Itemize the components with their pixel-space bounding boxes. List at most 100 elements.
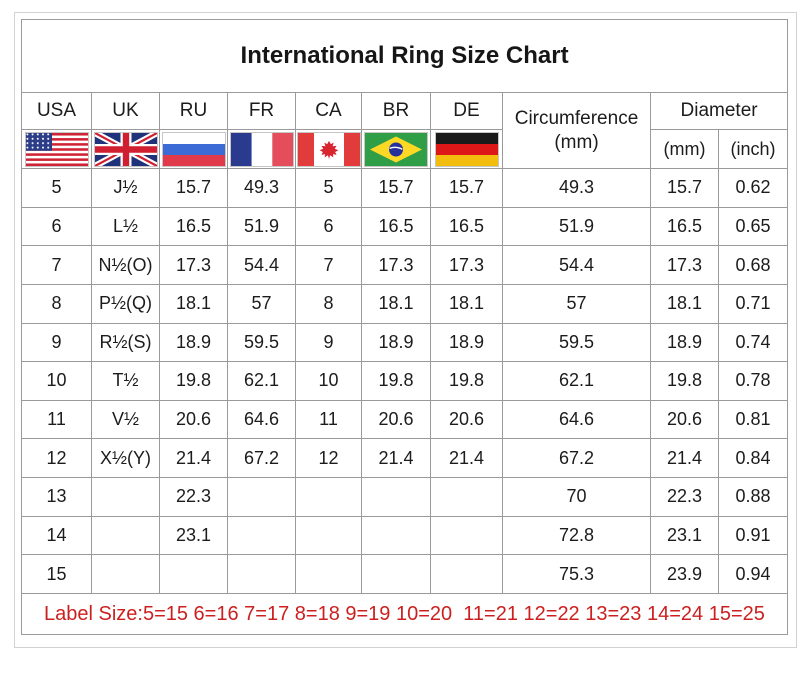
column-header-uk: UK — [91, 92, 160, 130]
cell-diameter-mm: 17.3 — [650, 245, 719, 285]
cell-uk: T½ — [91, 361, 160, 401]
table-row: 7 N½(O) 17.3 54.4 7 17.3 17.3 54.4 17.3 … — [21, 245, 789, 285]
canada-flag-cell — [295, 129, 362, 169]
cell-ru — [159, 554, 228, 594]
cell-diameter-mm: 22.3 — [650, 477, 719, 517]
germany-flag-cell — [430, 129, 503, 169]
cell-circumference: 59.5 — [502, 322, 651, 363]
usa-flag-icon — [24, 131, 89, 167]
france-flag-cell — [227, 129, 296, 169]
column-header-br: BR — [361, 92, 431, 130]
cell-fr: 62.1 — [227, 361, 296, 401]
cell-de — [430, 515, 503, 556]
cell-circumference: 62.1 — [502, 361, 651, 401]
cell-de — [430, 554, 503, 594]
cell-br: 16.5 — [361, 206, 431, 247]
cell-uk — [91, 515, 160, 556]
cell-ru: 16.5 — [159, 206, 228, 247]
table-row: 13 22.3 70 22.3 0.88 — [21, 477, 789, 517]
cell-br: 20.6 — [361, 399, 431, 440]
cell-diameter-mm: 23.1 — [650, 515, 719, 556]
cell-uk: N½(O) — [91, 245, 160, 285]
cell-usa: 9 — [21, 322, 92, 363]
label-size-row: Label Size:5=15 6=16 7=17 8=18 9=19 10=2… — [20, 593, 789, 635]
table-row: 10 T½ 19.8 62.1 10 19.8 19.8 62.1 19.8 0… — [21, 361, 789, 401]
cell-ca: 11 — [295, 399, 362, 440]
cell-ca — [295, 477, 362, 517]
uk-flag-icon — [93, 131, 158, 167]
cell-usa: 13 — [21, 477, 92, 517]
table-row: 6 L½ 16.5 51.9 6 16.5 16.5 51.9 16.5 0.6… — [21, 206, 789, 247]
cell-uk: R½(S) — [91, 322, 160, 363]
label-size-note: Label Size:5=15 6=16 7=17 8=18 9=19 10=2… — [20, 593, 789, 635]
cell-de: 16.5 — [430, 206, 503, 247]
cell-ca: 6 — [295, 206, 362, 247]
cell-fr — [227, 477, 296, 517]
cell-ru: 15.7 — [159, 168, 228, 208]
cell-de: 18.1 — [430, 283, 503, 324]
cell-ca — [295, 554, 362, 594]
cell-de: 18.9 — [430, 322, 503, 363]
cell-diameter-inch: 0.74 — [717, 322, 789, 363]
title-row: International Ring Size Chart — [20, 19, 789, 93]
cell-br: 18.1 — [361, 283, 431, 324]
cell-fr: 51.9 — [227, 206, 296, 247]
page-title: International Ring Size Chart — [20, 19, 789, 93]
cell-uk — [91, 477, 160, 517]
cell-ca: 9 — [295, 322, 362, 363]
circumference-label: Circumference — [514, 107, 639, 129]
cell-diameter-inch: 0.81 — [717, 399, 789, 440]
circumference-unit: (mm) — [554, 131, 599, 153]
canada-flag-icon — [296, 131, 361, 167]
table-row: 14 23.1 72.8 23.1 0.91 — [21, 515, 789, 556]
column-header-usa: USA — [21, 92, 92, 130]
cell-diameter-mm: 15.7 — [650, 168, 719, 208]
cell-usa: 12 — [21, 438, 92, 478]
cell-usa: 8 — [21, 283, 92, 324]
cell-br: 19.8 — [361, 361, 431, 401]
column-header-diameter-mm: (mm) — [650, 129, 719, 169]
flags-row: (mm) (inch) — [21, 129, 789, 169]
cell-uk — [91, 554, 160, 594]
cell-br — [361, 477, 431, 517]
column-header-diameter-inch: (inch) — [717, 129, 789, 169]
cell-diameter-inch: 0.88 — [717, 477, 789, 517]
table-row: 12 X½(Y) 21.4 67.2 12 21.4 21.4 67.2 21.… — [21, 438, 789, 478]
column-header-diameter: Diameter — [649, 92, 789, 130]
cell-ca: 5 — [295, 168, 362, 208]
cell-usa: 11 — [21, 399, 92, 440]
cell-diameter-mm: 16.5 — [650, 206, 719, 247]
brazil-flag-icon — [364, 131, 428, 167]
table-row: 9 R½(S) 18.9 59.5 9 18.9 18.9 59.5 18.9 … — [21, 322, 789, 363]
cell-ru: 22.3 — [159, 477, 228, 517]
cell-usa: 10 — [21, 361, 92, 401]
cell-de: 20.6 — [430, 399, 503, 440]
usa-flag-cell — [21, 129, 92, 169]
cell-fr — [227, 554, 296, 594]
cell-circumference: 54.4 — [502, 245, 651, 285]
column-header-ca: CA — [295, 92, 362, 130]
cell-circumference: 75.3 — [502, 554, 651, 594]
cell-circumference: 72.8 — [502, 515, 651, 556]
russia-flag-icon — [161, 131, 226, 167]
column-header-circumference: Circumference (mm) — [502, 92, 651, 169]
cell-fr: 54.4 — [227, 245, 296, 285]
germany-flag-icon — [434, 131, 499, 167]
cell-diameter-mm: 19.8 — [650, 361, 719, 401]
cell-diameter-mm: 18.1 — [650, 283, 719, 324]
cell-usa: 15 — [21, 554, 92, 594]
table-row: 15 75.3 23.9 0.94 — [21, 554, 789, 594]
cell-fr: 59.5 — [227, 322, 296, 363]
cell-diameter-inch: 0.65 — [717, 206, 789, 247]
cell-uk: V½ — [91, 399, 160, 440]
cell-diameter-inch: 0.84 — [717, 438, 789, 478]
cell-ru: 23.1 — [159, 515, 228, 556]
table-row: 5 J½ 15.7 49.3 5 15.7 15.7 49.3 15.7 0.6… — [21, 168, 789, 208]
cell-ca: 7 — [295, 245, 362, 285]
table-row: 8 P½(Q) 18.1 57 8 18.1 18.1 57 18.1 0.71 — [21, 283, 789, 324]
cell-usa: 14 — [21, 515, 92, 556]
cell-circumference: 57 — [502, 283, 651, 324]
brazil-flag-cell — [361, 129, 431, 169]
table-row: 11 V½ 20.6 64.6 11 20.6 20.6 64.6 20.6 0… — [21, 399, 789, 440]
cell-usa: 5 — [21, 168, 92, 208]
